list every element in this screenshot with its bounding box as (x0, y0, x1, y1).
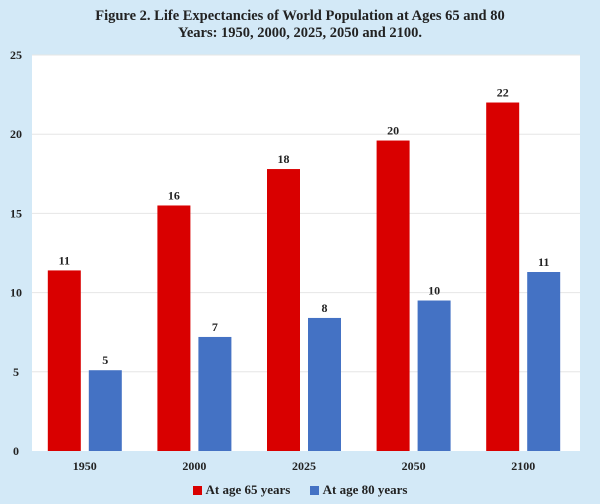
bar-2025-series-2 (308, 317, 341, 451)
y-tick-label: 0 (13, 444, 19, 458)
data-label: 16 (168, 188, 180, 202)
data-label: 10 (428, 284, 440, 298)
data-label: 18 (278, 152, 290, 166)
bar-1950-series-1 (47, 270, 81, 451)
legend-swatch-age-65 (192, 485, 202, 495)
data-label: 11 (538, 255, 549, 269)
data-label: 11 (59, 253, 70, 267)
y-tick-label: 5 (13, 365, 19, 379)
chart-title-line-1: Figure 2. Life Expectancies of World Pop… (95, 8, 505, 24)
legend-item-age-65: At age 65 years (192, 482, 291, 498)
bar-2000-series-1 (157, 205, 191, 451)
x-tick-label: 2025 (292, 459, 316, 473)
bar-2100-series-2 (527, 272, 561, 451)
data-label: 20 (387, 124, 399, 138)
chart-title: Figure 2. Life Expectancies of World Pop… (0, 8, 600, 42)
y-tick-label: 10 (10, 286, 22, 300)
bar-2025-series-1 (267, 169, 300, 451)
legend: At age 65 years At age 80 years (0, 482, 600, 499)
x-tick-label: 2050 (402, 459, 426, 473)
chart-title-line-2: Years: 1950, 2000, 2025, 2050 and 2100. (177, 25, 423, 41)
legend-label-age-80: At age 80 years (322, 482, 408, 497)
bar-2050-series-2 (417, 300, 451, 451)
legend-label-age-65: At age 65 years (205, 482, 291, 497)
x-tick-label: 2000 (182, 459, 206, 473)
y-tick-label: 25 (10, 48, 22, 62)
legend-swatch-age-80 (309, 485, 319, 495)
x-tick-label: 1950 (73, 459, 97, 473)
bar-1950-series-2 (88, 370, 122, 451)
data-label: 7 (212, 320, 218, 334)
bar-2100-series-1 (486, 102, 520, 452)
bar-2050-series-1 (376, 140, 410, 451)
bar-2000-series-2 (198, 336, 232, 451)
y-tick-label: 15 (10, 206, 22, 220)
data-label: 5 (102, 353, 108, 367)
data-label: 22 (497, 86, 509, 100)
x-tick-label: 2100 (511, 459, 535, 473)
y-tick-label: 20 (10, 127, 22, 141)
legend-item-age-80: At age 80 years (309, 482, 408, 498)
data-label: 8 (322, 301, 328, 315)
